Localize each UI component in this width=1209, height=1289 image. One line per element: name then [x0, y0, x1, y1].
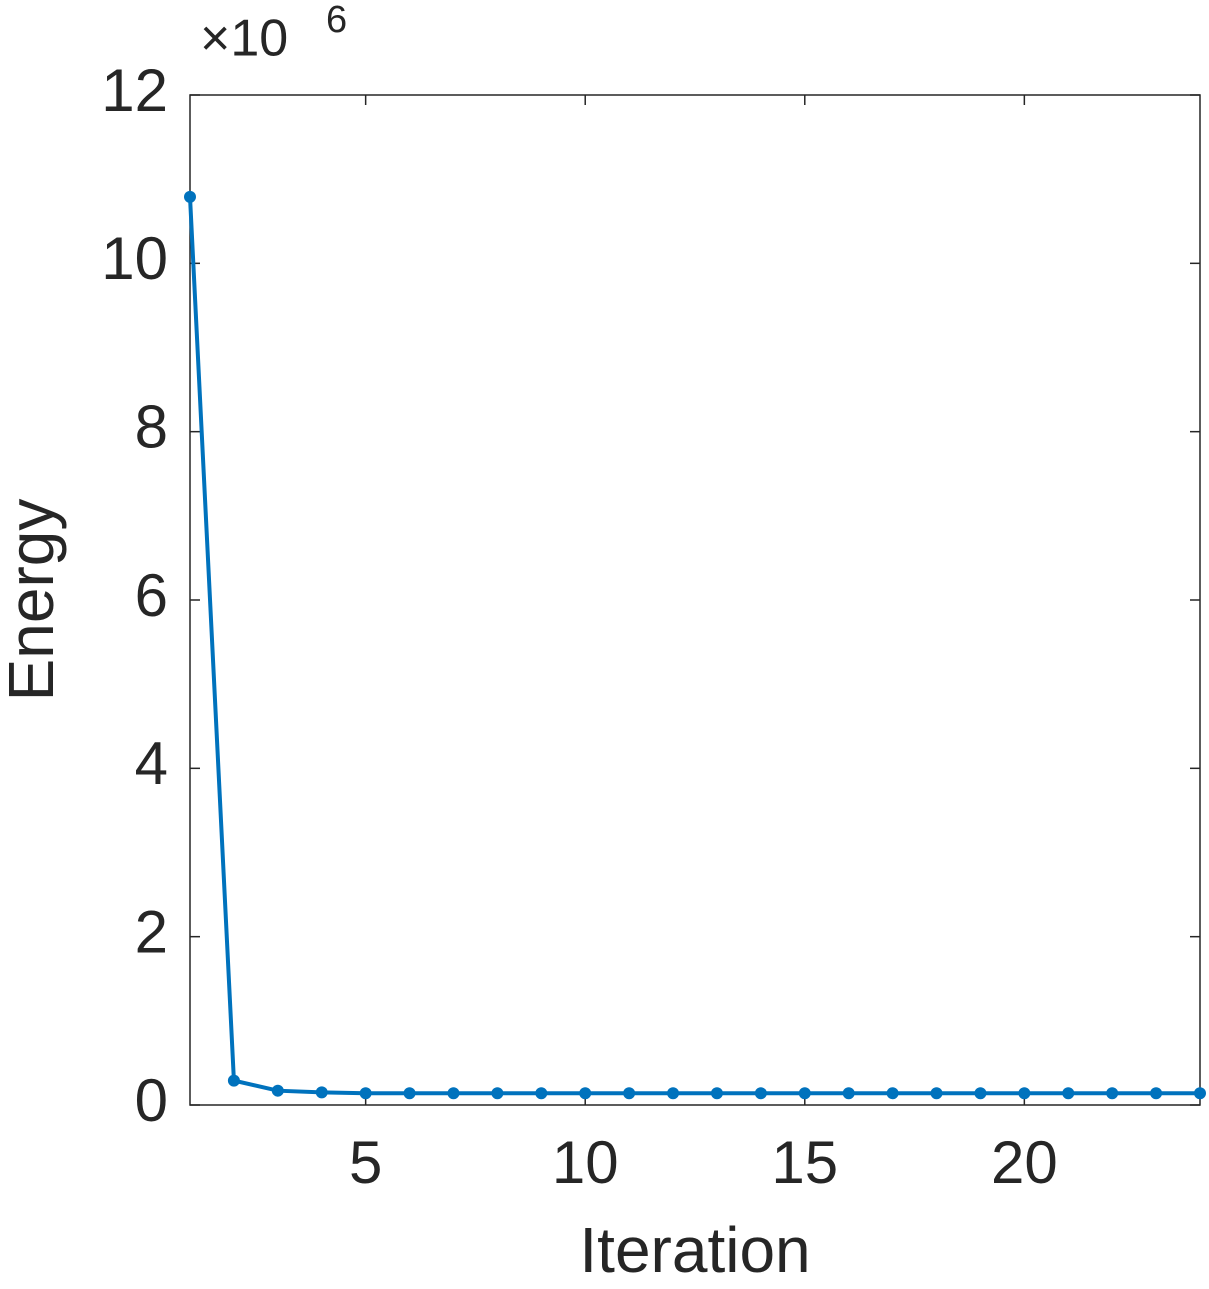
data-point [1062, 1087, 1075, 1100]
y-tick-label: 8 [135, 394, 168, 461]
data-point [667, 1087, 680, 1100]
data-point [315, 1086, 328, 1099]
x-tick-label: 5 [349, 1129, 382, 1196]
data-point [1018, 1087, 1031, 1100]
data-point [1106, 1087, 1119, 1100]
x-axis-label: Iteration [579, 1214, 810, 1286]
y-tick-label: 0 [135, 1067, 168, 1134]
data-point [491, 1087, 504, 1100]
y-tick-label: 10 [101, 225, 168, 292]
series-line [188, 196, 1200, 1096]
data-point [710, 1087, 723, 1100]
y-tick-label: 12 [101, 57, 168, 124]
data-point [535, 1087, 548, 1100]
y-tick-label: 2 [135, 899, 168, 966]
data-point [227, 1074, 240, 1087]
plot-box [189, 94, 1201, 1106]
data-point [271, 1084, 284, 1097]
data-point [1150, 1087, 1163, 1100]
data-point [579, 1087, 592, 1100]
data-point [403, 1087, 416, 1100]
data-point [1194, 1087, 1206, 1100]
y-multiplier: ×10 [200, 10, 288, 68]
data-point [842, 1087, 855, 1100]
data-point [447, 1087, 460, 1100]
x-tick-label: 15 [771, 1129, 838, 1196]
y-tick-label: 6 [135, 562, 168, 629]
data-point [930, 1087, 943, 1100]
y-exponent: 6 [326, 0, 347, 41]
data-point [754, 1087, 767, 1100]
y-tick-label: 4 [135, 730, 168, 797]
data-point [974, 1087, 987, 1100]
y-axis-label: Energy [0, 499, 67, 702]
data-point [886, 1087, 899, 1100]
data-point [798, 1087, 811, 1100]
data-point [623, 1087, 636, 1100]
x-tick-label: 10 [552, 1129, 619, 1196]
x-tick-label: 20 [991, 1129, 1058, 1196]
data-point [184, 190, 196, 203]
data-point [359, 1087, 372, 1100]
